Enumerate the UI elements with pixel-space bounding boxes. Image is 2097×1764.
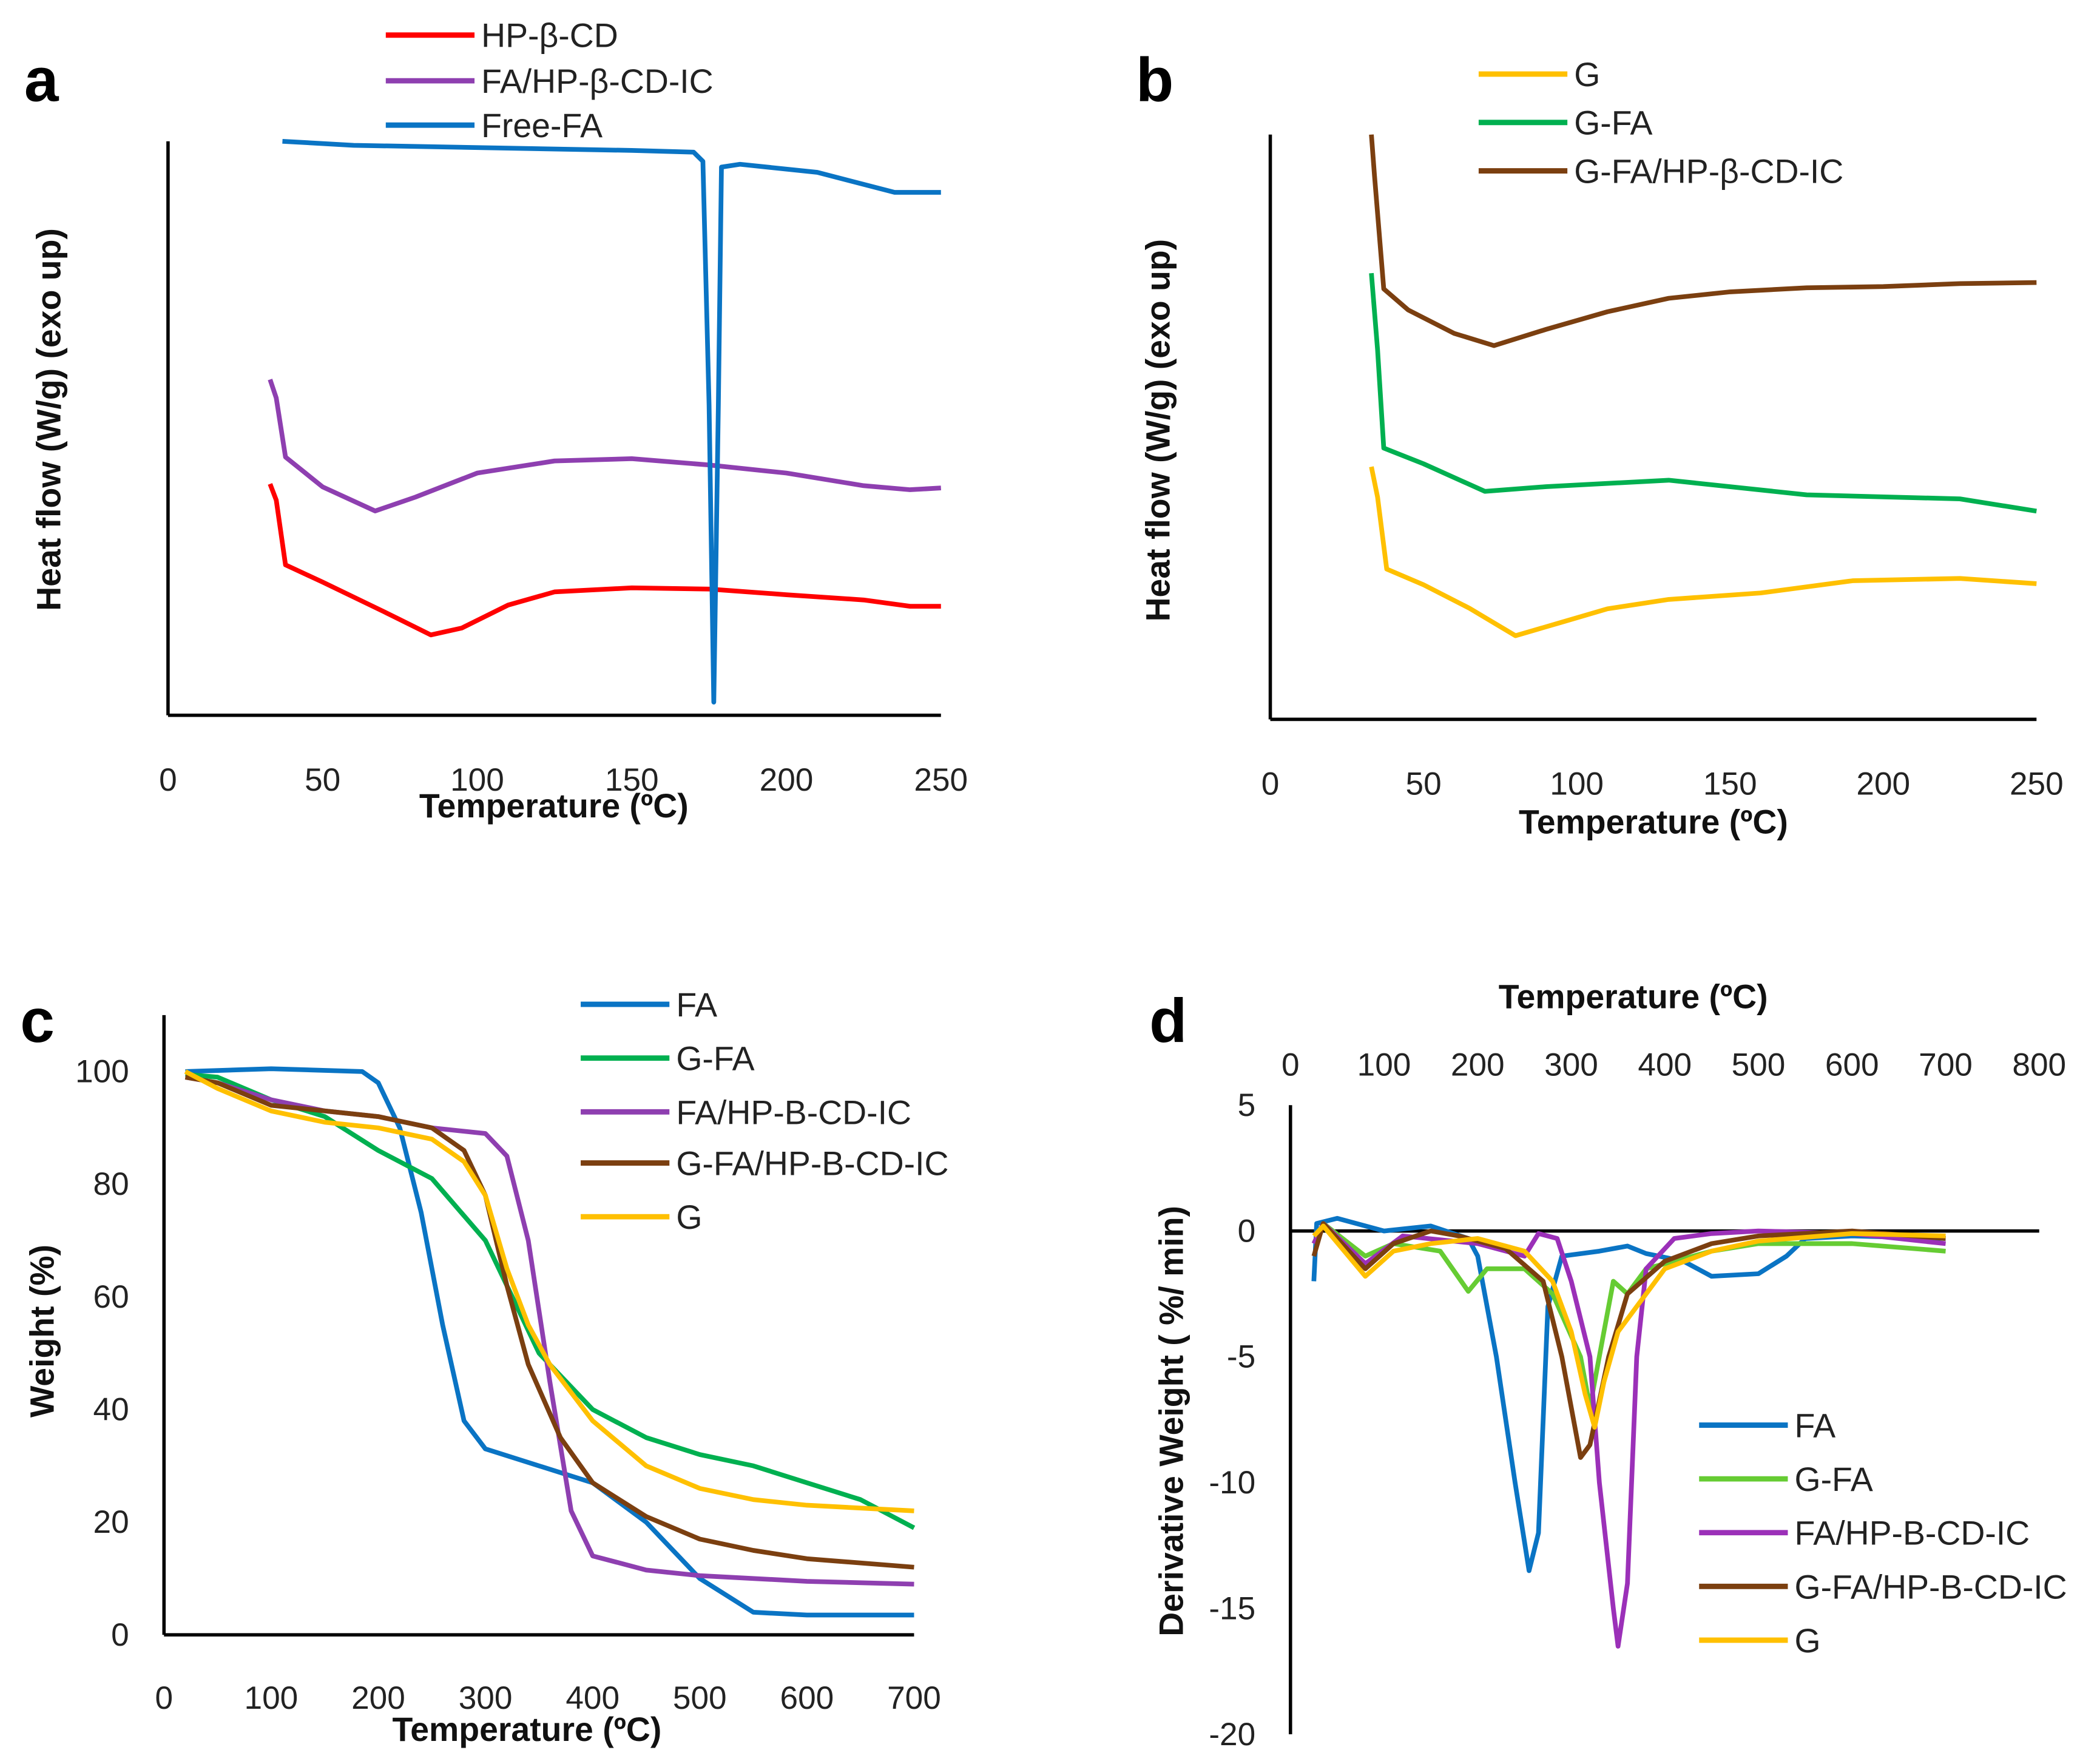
legend-label: G-FA/HP-β-CD-IC [1574, 153, 1843, 191]
x-tick-label: 100 [1550, 766, 1604, 802]
panel-label: d [1149, 986, 1187, 1055]
legend-label: G-FA [676, 1040, 754, 1078]
y-tick-label: 5 [1238, 1087, 1256, 1123]
x-tick-label: 50 [1406, 766, 1442, 802]
series-line-G-FA/HP-B-CD-IC [184, 1075, 914, 1570]
y-axis-title: Heat flow (W/g) (exo up) [30, 228, 68, 611]
x-tick-label: 700 [887, 1680, 941, 1716]
x-tick-label: 150 [1703, 766, 1757, 802]
series-line-G-FA/HP-B-CD-IC [1311, 1221, 1946, 1460]
x-tick-label: 400 [566, 1680, 620, 1716]
y-axis-title: Heat flow (W/g) (exo up) [1139, 239, 1177, 622]
series-line-G-FA/HP-β-CD-IC [1369, 134, 2037, 348]
legend-label: FA [1795, 1407, 1836, 1444]
x-tick-label: 0 [155, 1680, 173, 1716]
x-tick-label: 200 [1451, 1047, 1505, 1083]
legend-label: G-FA/HP-B-CD-IC [676, 1144, 948, 1182]
y-axis-title: Derivative Weight ( %/ min) [1153, 1206, 1190, 1637]
series-line-FA/HP-β-CD-IC [268, 379, 941, 513]
x-tick-label: 250 [2010, 766, 2064, 802]
x-tick-label: 200 [1856, 766, 1910, 802]
x-tick-label: 500 [1732, 1047, 1786, 1083]
x-tick-label: 100 [450, 762, 504, 798]
x-tick-label: 800 [2012, 1047, 2066, 1083]
y-tick-label: -10 [1209, 1465, 1255, 1501]
series-line-HP-β-CD [268, 483, 941, 638]
legend-label: G-FA [1795, 1461, 1873, 1498]
x-axis-title: Temperature (ºC) [1499, 978, 1768, 1016]
series-line-G [1369, 466, 2037, 638]
y-tick-label: 100 [75, 1054, 129, 1090]
legend-label: G [1795, 1622, 1821, 1660]
panel-b: b 0 50 100 150 200 250 Temperature (ºC) Heat flo… [1136, 45, 2064, 840]
x-tick-label: 50 [305, 762, 340, 798]
legend-label: FA/HP-β-CD-IC [481, 63, 714, 100]
x-tick-label: 700 [1919, 1047, 1973, 1083]
panel-a: a 0 50 100 150 200 250 Temperature (ºC) Heat flo… [24, 17, 968, 825]
panel-d: d0 100 200 300 400 500 600 700 80050-5-10-15-20T… [1149, 978, 2067, 1752]
x-tick-label: 250 [914, 762, 968, 798]
series-line-Free-FA [282, 138, 941, 705]
y-tick-label: 80 [93, 1166, 129, 1202]
legend-label: Free-FA [481, 107, 603, 144]
x-axis-title: Temperature (ºC) [1519, 803, 1788, 841]
series-line-G [1312, 1223, 1946, 1430]
y-tick-label: 60 [93, 1279, 129, 1315]
panel-label: b [1136, 45, 1173, 114]
x-tick-label: 500 [673, 1680, 727, 1716]
legend-label: G [1574, 56, 1600, 93]
x-tick-label: 100 [1357, 1047, 1411, 1083]
series-line-G-FA [185, 1072, 916, 1530]
x-tick-label: 300 [459, 1680, 513, 1716]
series-line-G-FA [1369, 272, 2037, 514]
x-tick-label: 150 [605, 762, 659, 798]
x-tick-label: 600 [780, 1680, 834, 1716]
y-axis-title: Weight (%) [24, 1245, 61, 1418]
legend-label: FA [676, 986, 717, 1024]
series-line-G [184, 1069, 914, 1513]
legend-label: G [676, 1198, 702, 1236]
panel-label: c [20, 986, 55, 1055]
x-axis-title: Temperature (ºC) [419, 787, 689, 825]
x-tick-label: 200 [760, 762, 814, 798]
x-tick-label: 100 [245, 1680, 299, 1716]
series-line-FA/HP-B-CD-IC [184, 1075, 914, 1587]
y-tick-label: 0 [1238, 1213, 1256, 1249]
x-tick-label: 400 [1638, 1047, 1692, 1083]
legend-label: G-FA/HP-B-CD-IC [1795, 1568, 2067, 1606]
y-tick-label: 0 [111, 1617, 129, 1653]
y-tick-label: 20 [93, 1504, 129, 1540]
y-tick-label: -15 [1209, 1590, 1255, 1626]
series-line-FA/HP-B-CD-IC [1311, 1221, 1946, 1649]
legend-label: G-FA [1574, 104, 1652, 142]
x-tick-label: 0 [159, 762, 177, 798]
y-tick-label: -5 [1227, 1339, 1255, 1375]
x-tick-label: 0 [1282, 1047, 1300, 1083]
x-tick-label: 0 [1261, 766, 1280, 802]
panel-label: a [24, 45, 59, 114]
legend-label: FA/HP-B-CD-IC [676, 1093, 911, 1131]
legend-label: HP-β-CD [481, 17, 618, 55]
x-axis-title: Temperature (ºC) [393, 1711, 662, 1748]
y-tick-label: 40 [93, 1392, 129, 1428]
x-tick-label: 300 [1544, 1047, 1598, 1083]
x-tick-label: 200 [351, 1680, 405, 1716]
series-line-FA [185, 1066, 914, 1618]
legend-label: FA/HP-B-CD-IC [1795, 1515, 2030, 1552]
x-tick-label: 600 [1825, 1047, 1879, 1083]
panel-c: c 0 100 200 300 400 500 600 700 0 20 40 60 80 100 Tempe… [20, 986, 948, 1748]
y-tick-label: -20 [1209, 1717, 1255, 1752]
